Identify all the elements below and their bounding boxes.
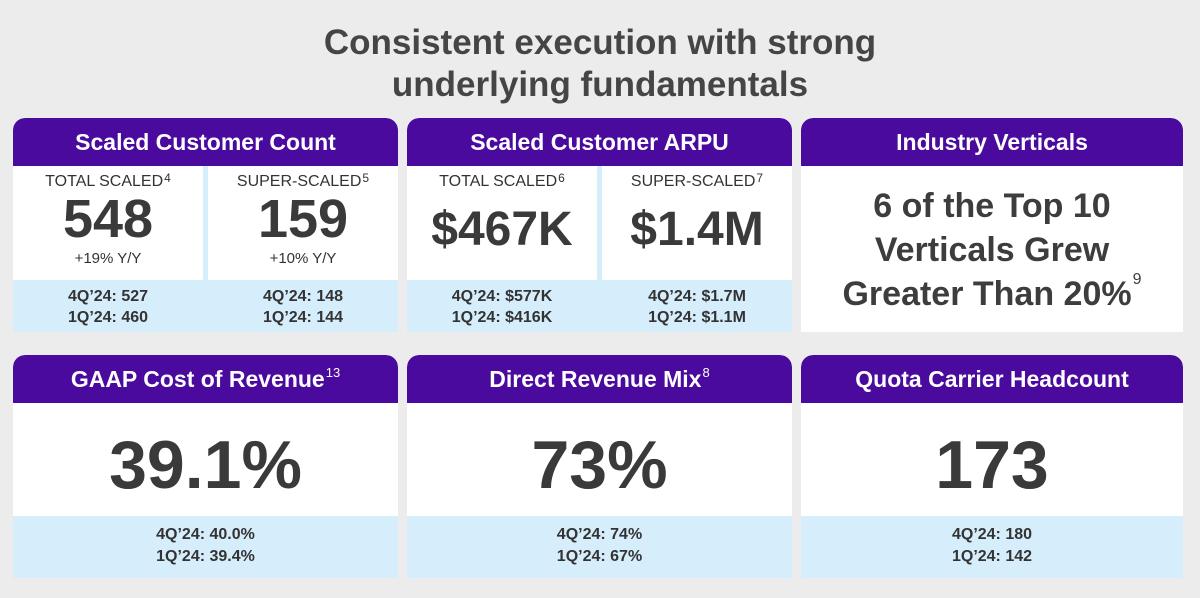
- direct-revenue-mix-card: Direct Revenue Mix8 73% 4Q’24: 74% 1Q’24…: [407, 355, 792, 578]
- gaap-cost-of-revenue-card: GAAP Cost of Revenue13 39.1% 4Q’24: 40.0…: [13, 355, 398, 578]
- super-scaled-panel: SUPER-SCALED5 159 +10% Y/Y 4Q’24: 148 1Q…: [208, 166, 398, 332]
- super-scaled-value: 159: [257, 189, 349, 249]
- total-scaled-arpu-label: TOTAL SCALED6: [439, 171, 565, 190]
- super-scaled-arpu-panel: SUPER-SCALED7 $1.4M 4Q’24: $1.7M 1Q’24: …: [602, 166, 792, 332]
- total-scaled-arpu-comparison: 4Q’24: $577K 1Q’24: $416K: [407, 280, 597, 332]
- card-divider: [597, 166, 602, 332]
- title-line-2: underlying fundamentals: [391, 65, 809, 104]
- super-scaled-yoy: +10% Y/Y: [269, 250, 337, 267]
- total-scaled-panel: TOTAL SCALED4 548 +19% Y/Y 4Q’24: 527 1Q…: [13, 166, 203, 332]
- total-scaled-comparison: 4Q’24: 527 1Q’24: 460: [13, 280, 203, 332]
- total-scaled-arpu-panel: TOTAL SCALED6 $467K 4Q’24: $577K 1Q’24: …: [407, 166, 597, 332]
- super-scaled-comparison: 4Q’24: 148 1Q’24: 144: [208, 280, 398, 332]
- gaap-value: 39.1%: [109, 427, 302, 503]
- card-header: Quota Carrier Headcount: [801, 355, 1183, 403]
- total-scaled-value: 548: [62, 189, 154, 249]
- card-header: Direct Revenue Mix8: [407, 355, 792, 403]
- super-scaled-arpu-comparison: 4Q’24: $1.7M 1Q’24: $1.1M: [602, 280, 792, 332]
- direct-revenue-value: 73%: [531, 427, 668, 503]
- scaled-customer-count-card: Scaled Customer Count TOTAL SCALED4 548 …: [13, 118, 398, 332]
- card-header: Scaled Customer Count: [13, 118, 398, 166]
- quota-comparison: 4Q’24: 180 1Q’24: 142: [801, 516, 1183, 578]
- quota-value: 173: [935, 427, 1049, 503]
- card-header: Scaled Customer ARPU: [407, 118, 792, 166]
- title-line-1: Consistent execution with strong: [323, 23, 877, 62]
- total-scaled-arpu-value: $467K: [431, 203, 573, 256]
- quota-carrier-headcount-card: Quota Carrier Headcount 173 4Q’24: 180 1…: [801, 355, 1183, 578]
- total-scaled-yoy: +19% Y/Y: [74, 250, 142, 267]
- page-title: Consistent execution with strong underly…: [0, 22, 1200, 106]
- direct-revenue-comparison: 4Q’24: 74% 1Q’24: 67%: [407, 516, 792, 578]
- super-scaled-arpu-label: SUPER-SCALED7: [630, 171, 764, 190]
- industry-verticals-card: Industry Verticals 6 of the Top 10 Verti…: [801, 118, 1183, 332]
- gaap-comparison: 4Q’24: 40.0% 1Q’24: 39.4%: [13, 516, 398, 578]
- industry-statement: 6 of the Top 10 Verticals Grew Greater T…: [842, 187, 1142, 313]
- total-scaled-label: TOTAL SCALED4: [45, 171, 171, 190]
- scaled-customer-arpu-card: Scaled Customer ARPU TOTAL SCALED6 $467K…: [407, 118, 792, 332]
- super-scaled-arpu-value: $1.4M: [630, 203, 764, 256]
- super-scaled-label: SUPER-SCALED5: [236, 171, 370, 190]
- card-divider: [203, 166, 208, 332]
- card-header: Industry Verticals: [801, 118, 1183, 166]
- card-header: GAAP Cost of Revenue13: [13, 355, 398, 403]
